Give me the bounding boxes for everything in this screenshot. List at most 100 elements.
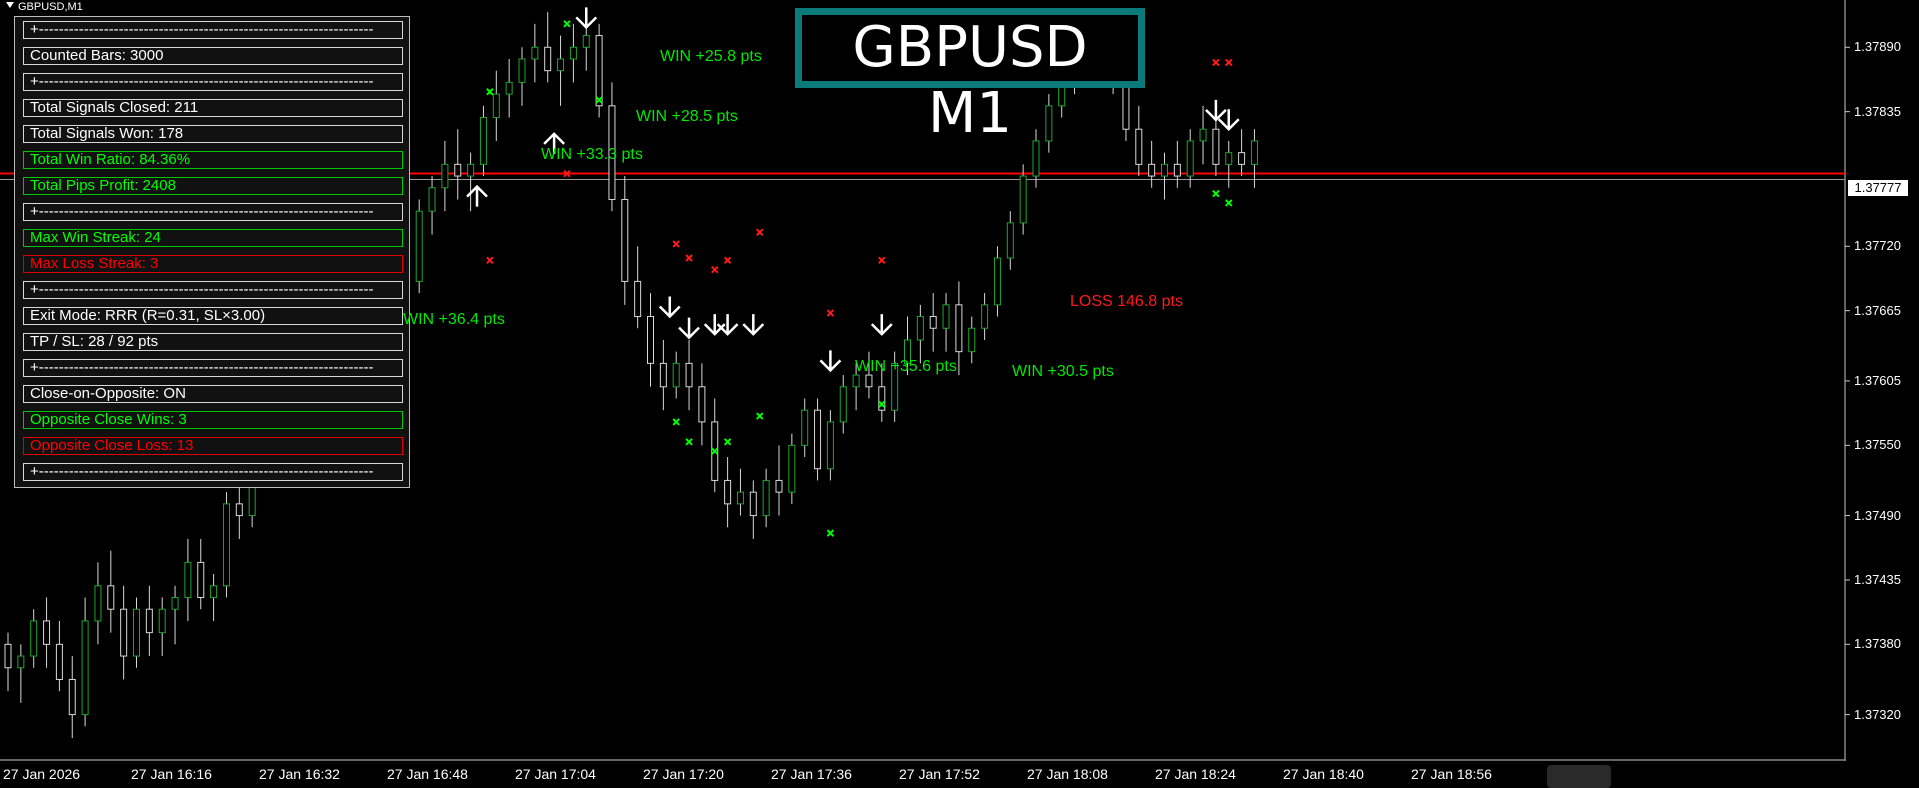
loss-marker-icon — [826, 309, 835, 317]
candle-body — [659, 362, 667, 388]
candle-body — [749, 491, 757, 517]
candle-body — [891, 362, 899, 411]
time-label: 27 Jan 16:48 — [387, 766, 468, 782]
candle-body — [454, 163, 462, 177]
loss-marker-icon — [685, 254, 693, 262]
dropdown-triangle-icon[interactable] — [6, 2, 14, 8]
candle-body — [582, 35, 590, 48]
candle-body — [184, 561, 192, 599]
price-label: 1.37835 — [1854, 103, 1901, 119]
win-marker-icon — [826, 529, 835, 537]
time-label: 27 Jan 18:24 — [1155, 766, 1236, 782]
window-title[interactable]: GBPUSD,M1 — [0, 0, 83, 14]
win-marker-icon — [685, 438, 693, 446]
stat-row: Total Pips Profit: 2408 — [23, 177, 403, 195]
loss-marker-icon — [563, 169, 571, 178]
win-marker-icon — [672, 418, 680, 426]
candle-body — [505, 81, 513, 95]
loss-marker-icon — [486, 256, 494, 265]
stat-row: Opposite Close Wins: 3 — [23, 411, 403, 429]
stat-row: Total Win Ratio: 84.36% — [23, 151, 403, 169]
candle-body — [814, 409, 822, 470]
stat-row: Opposite Close Loss: 13 — [23, 437, 403, 455]
price-axis[interactable]: 1.37890 1.37835 1.37720 1.37665 1.37605 1.375… — [1846, 0, 1919, 760]
stat-row: Total Signals Closed: 211 — [23, 99, 403, 117]
candle-body — [839, 386, 847, 423]
win-label: WIN +33.3 pts — [541, 146, 643, 163]
loss-marker-icon — [711, 265, 719, 274]
price-label: 1.37320 — [1854, 706, 1901, 722]
candle-body — [1186, 140, 1194, 177]
stat-row: +---------------------------------------… — [23, 359, 403, 377]
symbol-title: GBPUSD M1 — [795, 8, 1145, 146]
candle-body — [788, 444, 796, 493]
candle-body — [492, 93, 500, 119]
candle-body — [222, 503, 230, 587]
loss-marker-icon — [756, 228, 764, 236]
candle-body — [4, 643, 12, 669]
candle-body — [736, 491, 744, 505]
time-label: 27 Jan 2026 — [3, 766, 81, 782]
candle-body — [441, 163, 449, 189]
time-label: 27 Jan 16:16 — [131, 766, 212, 782]
candle-body — [133, 608, 140, 657]
sell-arrow-icon — [742, 314, 765, 336]
price-label: 1.37380 — [1854, 636, 1901, 652]
candle-body — [1032, 140, 1040, 177]
sell-arrow-icon — [716, 314, 739, 336]
candle-body — [197, 561, 205, 599]
candle-body — [1135, 128, 1143, 165]
candle-body — [1238, 152, 1246, 165]
stat-row: +---------------------------------------… — [23, 463, 403, 481]
candle-body — [30, 620, 38, 657]
candle-body — [17, 655, 25, 669]
stat-row: +---------------------------------------… — [23, 281, 403, 299]
candle-body — [878, 386, 886, 411]
candle-body — [1161, 163, 1168, 177]
price-label: 1.37665 — [1854, 302, 1901, 318]
buy-arrow-icon — [466, 184, 488, 207]
candle-body — [158, 608, 166, 634]
candle-body — [1045, 105, 1053, 142]
stats-panel: +---------------------------------------… — [14, 16, 410, 488]
candle-body — [826, 421, 834, 470]
candle-body — [569, 46, 577, 60]
time-label: 27 Jan 17:36 — [771, 766, 852, 782]
candle-body — [1225, 152, 1233, 165]
candle-body — [531, 46, 539, 60]
buy-arrow-icon — [543, 132, 566, 154]
candle-body — [916, 316, 924, 341]
candle-body — [68, 678, 76, 716]
chart-scroll-button[interactable] — [1547, 765, 1611, 788]
candle-body — [94, 585, 102, 622]
sell-arrow-icon — [870, 314, 893, 336]
time-label: 27 Jan 18:40 — [1283, 766, 1364, 782]
candle-body — [557, 58, 565, 72]
sell-arrow-icon — [658, 296, 681, 319]
candle-body — [724, 479, 732, 505]
sell-arrow-icon — [819, 350, 842, 373]
win-label: WIN +28.5 pts — [636, 108, 738, 125]
price-label: 1.37605 — [1854, 372, 1901, 388]
candle-body — [775, 479, 783, 493]
win-marker-icon — [756, 412, 764, 420]
loss-label: LOSS 146.8 pts — [1070, 293, 1183, 310]
sell-arrow-icon — [703, 314, 726, 336]
win-marker-icon — [1212, 189, 1220, 198]
price-label: 1.37890 — [1854, 39, 1901, 55]
candle-body — [428, 187, 436, 212]
stat-row: Exit Mode: RRR (R=0.31, SL×3.00) — [23, 307, 403, 325]
candle-body — [929, 316, 937, 329]
time-label: 27 Jan 18:08 — [1027, 766, 1108, 782]
candle-body — [865, 374, 873, 388]
candle-body — [1122, 81, 1130, 130]
sell-arrow-icon — [678, 317, 700, 340]
candle-body — [955, 304, 963, 353]
candle-body — [904, 339, 911, 364]
candle-body — [43, 620, 51, 645]
candle-body — [608, 105, 616, 200]
candle-body — [1173, 163, 1181, 177]
candle-body — [595, 35, 603, 107]
candle-body — [698, 386, 706, 423]
